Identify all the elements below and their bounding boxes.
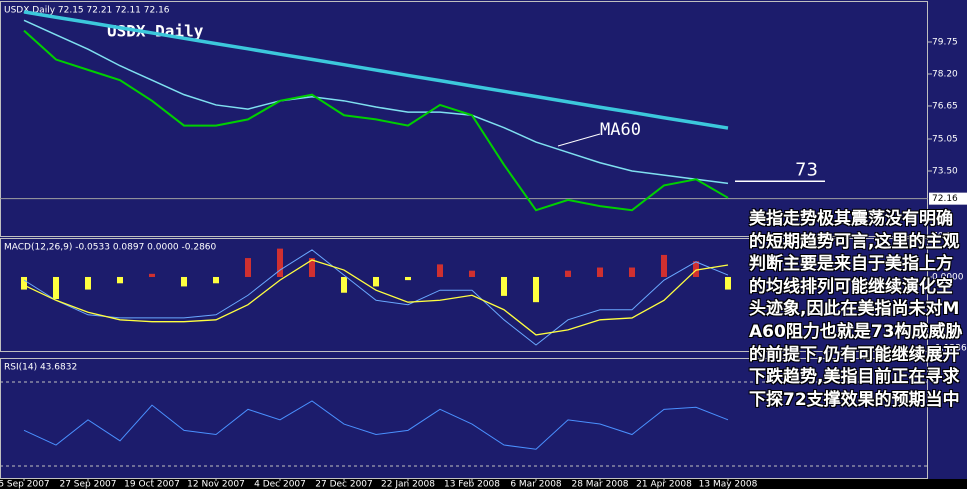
background <box>0 0 967 479</box>
x-tick-label: 22 Jan 2008 <box>381 480 435 489</box>
series-line <box>23 29 729 212</box>
last-price-label: 72.16 <box>932 194 958 204</box>
y-tick-label: 76.65 <box>932 101 958 111</box>
series-line <box>23 19 729 185</box>
histogram-bar <box>21 276 27 290</box>
series-line <box>23 249 729 346</box>
panel-header: RSI(14) 43.6832 <box>4 363 77 373</box>
panel-border <box>0 358 928 479</box>
y-tick-label: 75.05 <box>932 135 958 145</box>
x-tick-label: 12 Nov 2007 <box>187 480 245 489</box>
histogram-bar <box>565 270 571 277</box>
chart-title: USDX Daily <box>107 22 204 41</box>
histogram-bar <box>469 270 475 277</box>
y-tick-label: 0.0000 <box>932 272 964 282</box>
y-tick-label: 78.20 <box>932 69 958 79</box>
histogram-bar <box>85 276 91 290</box>
x-tick-label: 13 Feb 2008 <box>444 480 500 489</box>
series-line <box>23 400 729 450</box>
y-tick-label: 70.35 <box>932 232 958 242</box>
histogram-bar <box>405 276 411 281</box>
series-line <box>23 10 729 130</box>
resistance-label: 73 <box>795 159 818 180</box>
histogram-bar <box>53 276 59 300</box>
panel-border <box>0 1 928 237</box>
histogram-bar <box>117 276 123 284</box>
histogram-bar <box>341 276 347 293</box>
x-tick-label: 19 Oct 2007 <box>124 480 180 489</box>
histogram-bar <box>533 276 539 303</box>
y-tick-label: -1.1236 <box>932 343 967 353</box>
histogram-bar <box>181 276 187 287</box>
y-tick-label: 79.75 <box>932 38 958 48</box>
x-tick-label: 13 May 2008 <box>699 480 758 489</box>
histogram-bar <box>277 248 283 277</box>
histogram-bar <box>597 267 603 277</box>
histogram-bar <box>437 264 443 277</box>
histogram-bar <box>309 258 315 277</box>
x-tick-label: 27 Dec 2007 <box>315 480 373 489</box>
x-tick-label: 6 Mar 2008 <box>510 480 562 489</box>
histogram-bar <box>629 267 635 277</box>
ma-pointer <box>557 133 601 147</box>
commentary: 美指走势极其震荡没有明确的短期趋势可言,这里的主观判断主要是来自于美指上方的均线… <box>749 209 963 410</box>
histogram-bar <box>725 276 731 290</box>
series-line <box>23 259 729 336</box>
panel-border <box>0 238 928 352</box>
histogram-bar <box>501 276 507 296</box>
histogram-bar <box>213 276 219 284</box>
histogram-bar <box>373 276 379 287</box>
panel-header: MACD(12,26,9) -0.0533 0.0897 0.0000 -0.2… <box>4 243 217 253</box>
panel-header: USDX,Daily 72.15 72.21 72.11 72.16 <box>4 6 170 16</box>
last-price-box <box>929 192 967 205</box>
histogram-bar <box>245 258 251 277</box>
x-tick-label: 5 Sep 2007 <box>0 480 50 489</box>
x-tick-label: 27 Sep 2007 <box>59 480 116 489</box>
y-tick-label: 73.50 <box>932 166 958 176</box>
histogram-bar <box>693 261 699 277</box>
histogram-bar <box>661 254 667 277</box>
histogram-bar <box>149 273 155 277</box>
x-tick-label: 4 Dec 2007 <box>254 480 306 489</box>
x-tick-label: 21 Apr 2008 <box>636 480 692 489</box>
ma-label: MA60 <box>600 120 641 140</box>
x-tick-label: 28 Mar 2008 <box>571 480 628 489</box>
